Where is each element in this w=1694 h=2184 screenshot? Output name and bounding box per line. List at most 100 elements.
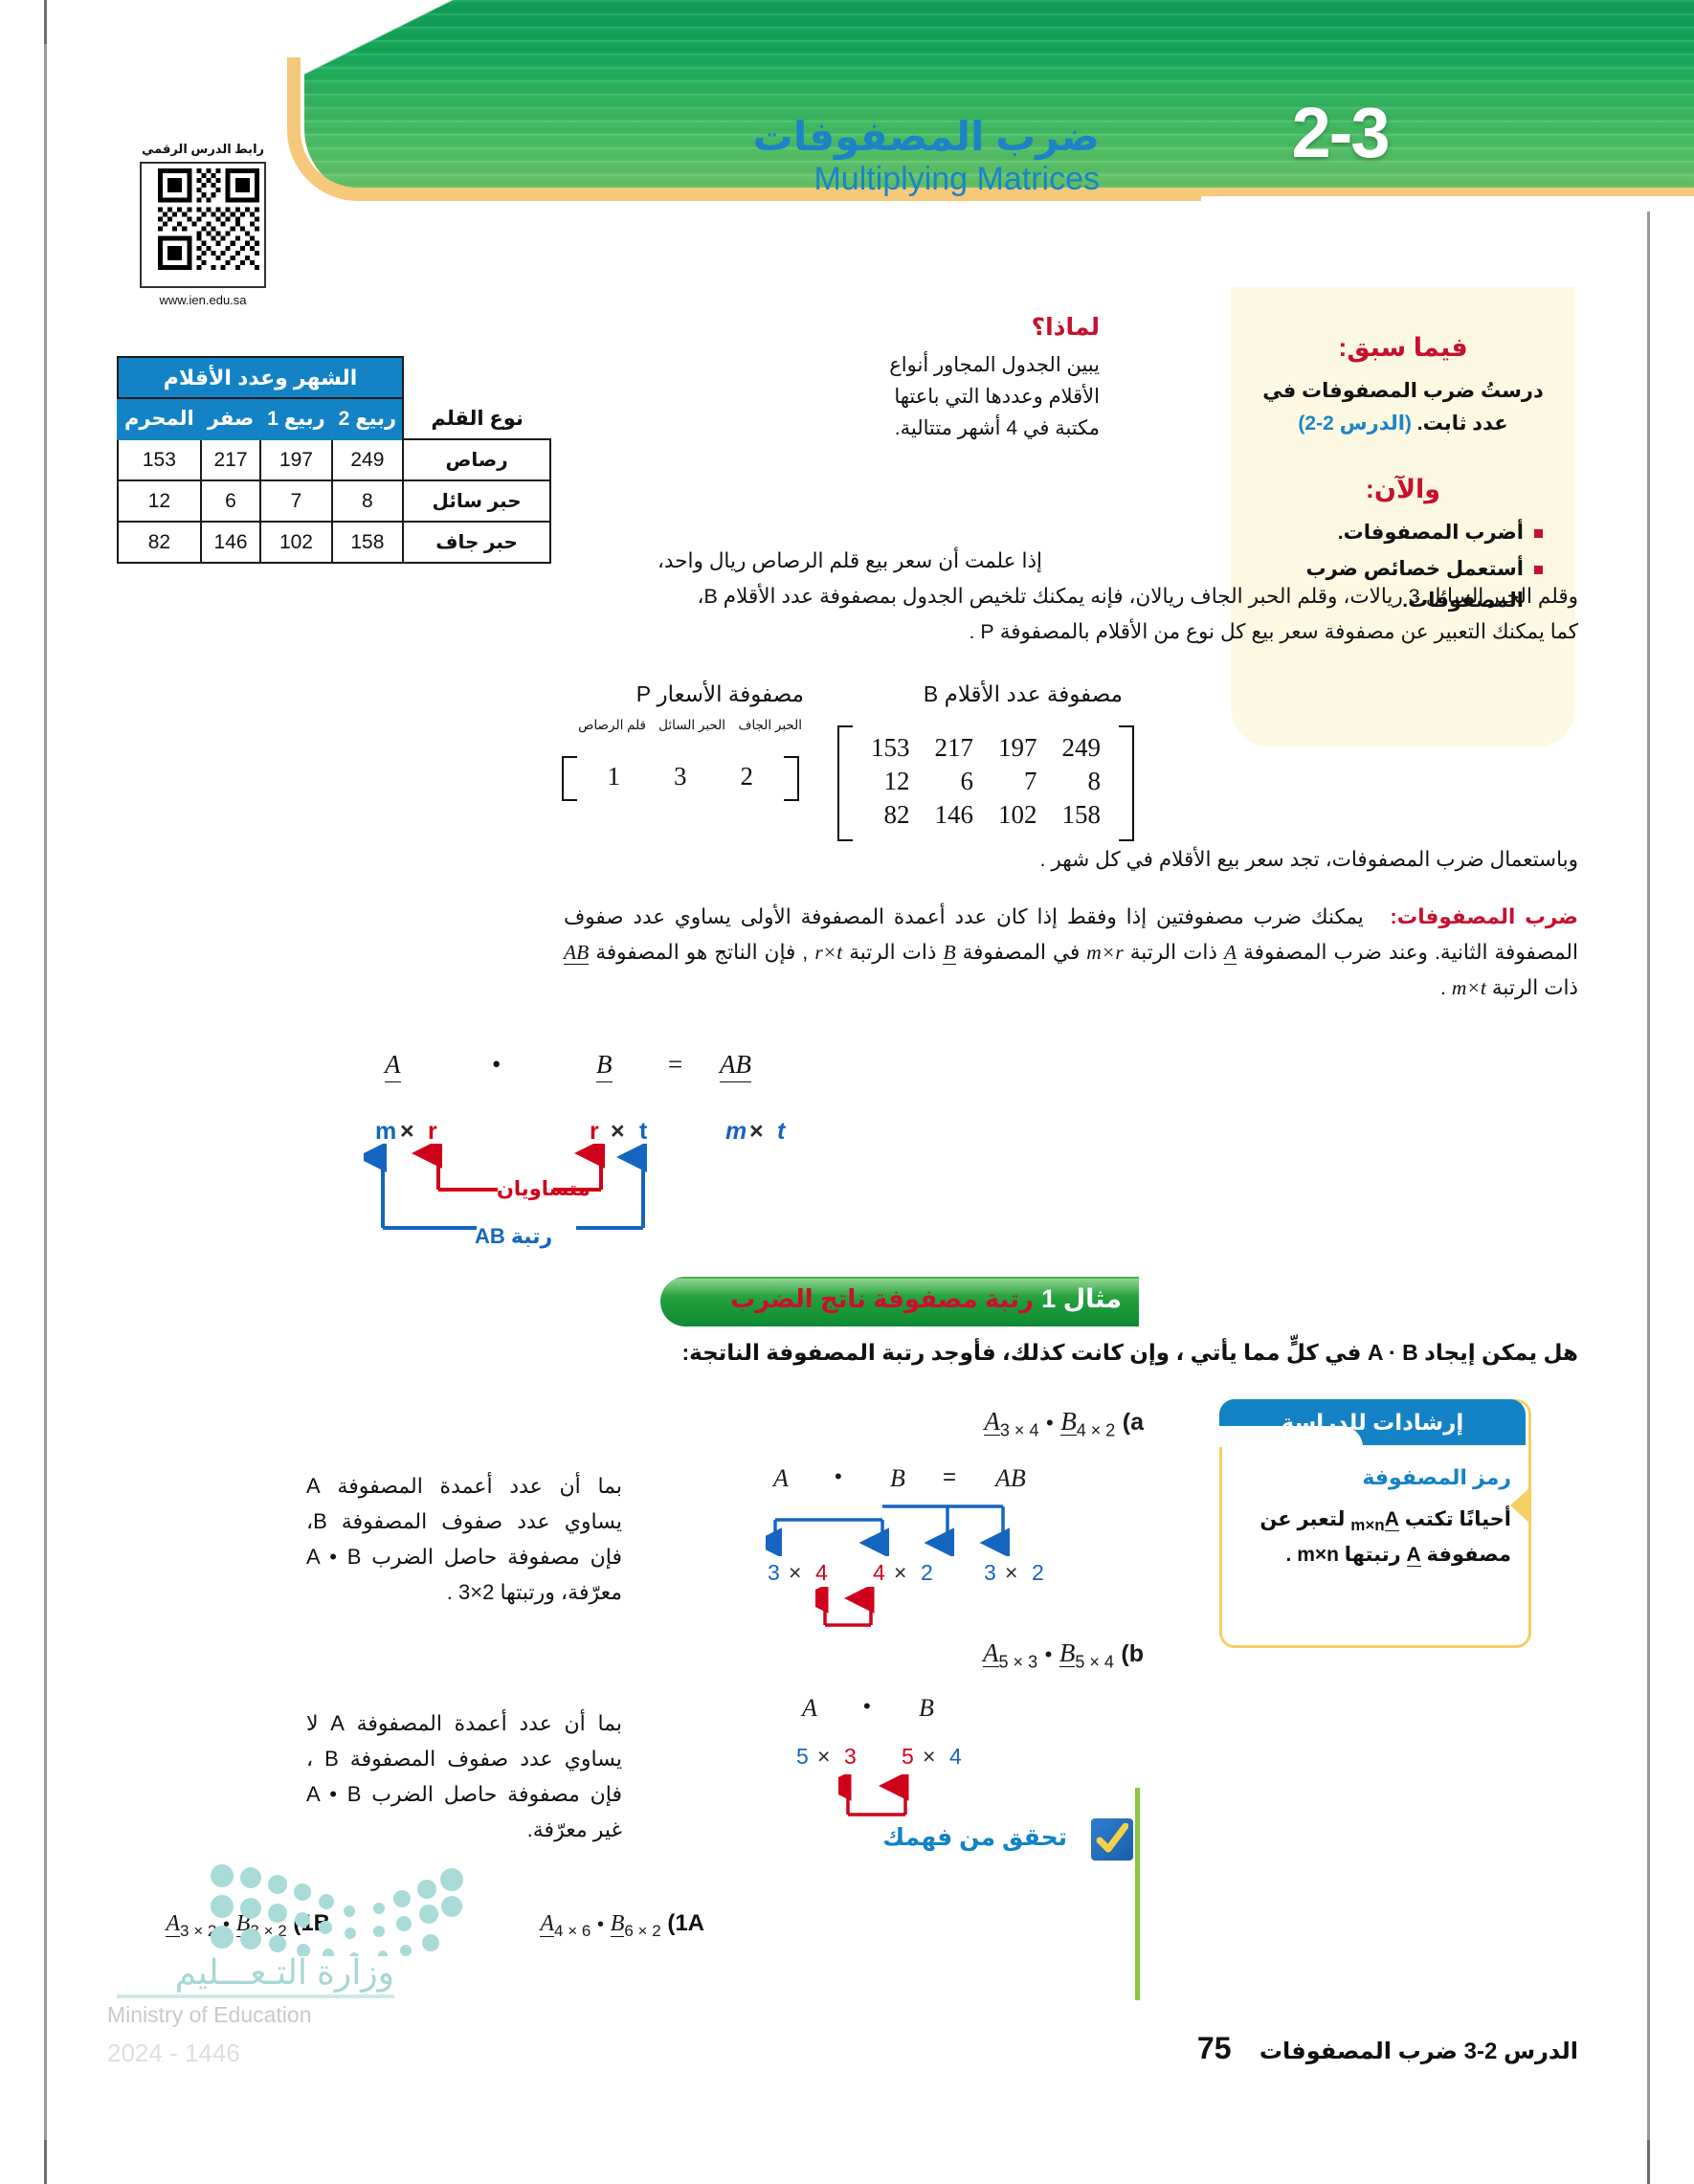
part-a-explanation: بما أن عدد أعمدة المصفوفة A يساوي عدد صف… bbox=[306, 1474, 623, 1604]
table-cell: 8 bbox=[330, 479, 405, 523]
diagram-dot: • bbox=[492, 1050, 502, 1079]
diagram-times: × bbox=[400, 1118, 414, 1145]
footer-lesson-text: الدرس 2-3 ضرب المصفوفات bbox=[1259, 2039, 1578, 2064]
part-a-var-b: B bbox=[1060, 1407, 1077, 1437]
part-a-var-a: A bbox=[984, 1407, 1000, 1437]
part-a-dim-4: 4 bbox=[815, 1560, 828, 1585]
previously-text: درستُ ضرب المصفوفات في عدد ثابت. bbox=[1262, 380, 1544, 435]
qr-code-icon[interactable] bbox=[140, 162, 266, 288]
qr-url: www.ien.edu.sa bbox=[159, 293, 247, 307]
page-number: 75 bbox=[1196, 2031, 1232, 2065]
part-a-diagram: A • B = AB 3 × 4 4 × 2 3 × 2 bbox=[766, 1464, 1091, 1598]
page-edge-left bbox=[44, 44, 47, 2140]
lesson-objectives-card: فيما سبق: درستُ ضرب المصفوفات في عدد ثاب… bbox=[1231, 287, 1575, 747]
result-line: وباستعمال ضرب المصفوفات، تجد سعر بيع الأ… bbox=[1039, 848, 1578, 871]
table-row: الشهر وعدد الأقلام bbox=[116, 356, 550, 399]
part-a-dim-4b: 4 bbox=[873, 1560, 885, 1585]
table-corner-header: نوع القلم bbox=[402, 398, 551, 440]
table-spacer-cell bbox=[403, 357, 550, 398]
check-1a-tag: (1A bbox=[667, 1910, 704, 1936]
lesson-number-badge: 2-3 bbox=[1291, 93, 1391, 172]
matrix-cell: 3 bbox=[674, 762, 687, 791]
part-a-diagram-ab: AB bbox=[995, 1464, 1026, 1492]
table-row: حبر جاف 158 102 146 82 bbox=[117, 521, 552, 564]
intro-line-3: كما يمكنك التعبير عن مصفوفة سعر بيع كل ن… bbox=[969, 619, 1578, 643]
diagram-dim-r: r bbox=[428, 1118, 437, 1145]
list-item: أضرب المصفوفات. bbox=[1259, 517, 1547, 549]
part-b-dot: • bbox=[1044, 1642, 1053, 1666]
table-cell: 12 bbox=[117, 479, 202, 523]
matrix-p-col-header: الحبر الجاف bbox=[738, 718, 802, 732]
part-b-explanation: بما أن عدد أعمدة المصفوفة A لا يساوي عدد… bbox=[306, 1711, 623, 1841]
ministry-name-arabic: وزارة التـعـــليم bbox=[174, 1952, 394, 1992]
part-b-times: × bbox=[923, 1744, 936, 1769]
definition-text-4: ذات الرتبة bbox=[849, 940, 937, 964]
matrix-bracket-right bbox=[1119, 725, 1134, 841]
study-guide-body: أحيانًا تكتب Am×n لتعبر عن مصفوفة A رتبت… bbox=[1239, 1504, 1511, 1571]
matrix-cell: 153 bbox=[871, 733, 910, 762]
diagram-label-a: A bbox=[385, 1050, 401, 1082]
matrix-bracket-left bbox=[837, 725, 853, 841]
part-a-sub-a: 3 × 4 bbox=[999, 1420, 1039, 1440]
example-banner: مثال 1 bbox=[660, 1277, 1139, 1326]
matrix-cell: 2 bbox=[740, 762, 754, 791]
definition-paragraph: ضرب المصفوفات: يمكنك ضرب مصفوفتين إذا وف… bbox=[564, 900, 1578, 1006]
part-a-red-arrows bbox=[815, 1587, 875, 1627]
part-a-arrows bbox=[766, 1504, 1010, 1556]
part-b-dim-5: 5 bbox=[796, 1744, 809, 1769]
objectives-list: أضرب المصفوفات. أستعمل خصائص ضرب المصفوف… bbox=[1259, 517, 1547, 621]
matrix-row: 12 6 7 8 bbox=[858, 765, 1113, 798]
part-a-dim-2: 2 bbox=[921, 1560, 933, 1585]
list-item: أستعمل خصائص ضرب المصفوفات. bbox=[1259, 553, 1547, 617]
diagram-dim-m2: m bbox=[725, 1118, 747, 1145]
definition-dims-rxt: r×t bbox=[814, 940, 843, 964]
check-1a-var-a: A bbox=[540, 1911, 555, 1938]
check-1a-sub-b: 6 × 2 bbox=[624, 1921, 661, 1940]
why-heading: لماذا؟ bbox=[1031, 314, 1100, 341]
table-cell: 6 bbox=[199, 479, 262, 523]
crop-mark-bottom-left bbox=[44, 2140, 47, 2184]
diagram-dim-r2: r bbox=[590, 1118, 599, 1145]
matrix-cell: 158 bbox=[1061, 800, 1102, 829]
part-b-var-a: A bbox=[983, 1638, 999, 1668]
definition-var-ab: AB bbox=[564, 940, 590, 965]
matrix-cell: 82 bbox=[883, 800, 910, 829]
example-number: مثال 1 bbox=[1041, 1284, 1122, 1313]
intro-paragraph: إذا علمت أن سعر بيع قلم الرصاص ريال واحد… bbox=[564, 544, 1578, 650]
diagram-rank-label: رتبة AB bbox=[475, 1224, 553, 1248]
table-group-header: الشهر وعدد الأقلام bbox=[116, 356, 405, 399]
part-a-diagram-b: B bbox=[890, 1464, 905, 1492]
check-understanding-label: تحقق من فهمك bbox=[882, 1824, 1067, 1851]
part-a-times: × bbox=[789, 1560, 802, 1585]
banner-notch bbox=[1201, 196, 1694, 212]
check-item-1a: A4 × 6 • B6 × 2 (1A bbox=[540, 1910, 709, 1941]
matrix-cell: 8 bbox=[1087, 767, 1102, 795]
digital-lesson-qr[interactable]: رابط الدرس الرقمي bbox=[107, 142, 299, 307]
table-cell: 217 bbox=[199, 438, 262, 481]
part-b-tag: (b bbox=[1121, 1640, 1144, 1667]
part-b-diagram-dot: • bbox=[863, 1694, 871, 1718]
check-1b-sub-a: 3 × 2 bbox=[180, 1921, 217, 1940]
matrix-cell: 7 bbox=[1024, 767, 1037, 795]
check-1b-dot: • bbox=[223, 1914, 231, 1935]
part-a-times: × bbox=[894, 1560, 907, 1585]
matrix-row: 82 146 102 158 bbox=[858, 798, 1113, 832]
now-title: والآن: bbox=[1365, 475, 1441, 503]
part-b-sub-b: 5 × 4 bbox=[1075, 1652, 1114, 1672]
table-cell: 158 bbox=[330, 521, 405, 564]
page-footer: الدرس 2-3 ضرب المصفوفات 75 bbox=[1197, 2031, 1578, 2066]
matrix-p: 1 3 2 bbox=[561, 756, 799, 801]
rank-diagram: A • B = AB m × r r × t m × t bbox=[364, 1048, 900, 1254]
part-b-dim-4: 4 bbox=[949, 1744, 962, 1769]
ministry-logo: وزارة التـعـــليم Ministry of Education … bbox=[107, 1952, 394, 2067]
part-b-dim-3: 3 bbox=[844, 1744, 857, 1769]
diagram-times: × bbox=[749, 1118, 764, 1145]
table-row-label: رصاص bbox=[402, 438, 552, 481]
table-col-header: ربيع 2 bbox=[330, 397, 405, 440]
sg-text-3: رتبتها m×n . bbox=[1285, 1543, 1401, 1566]
definition-text-7: . bbox=[1439, 975, 1446, 999]
part-b-diagram-b: B bbox=[919, 1694, 934, 1722]
part-b-sub-a: 5 × 3 bbox=[998, 1652, 1038, 1672]
part-b-diagram: A • B 5 × 3 5 × 4 bbox=[794, 1694, 1043, 1816]
check-mark-icon bbox=[1091, 1818, 1133, 1861]
